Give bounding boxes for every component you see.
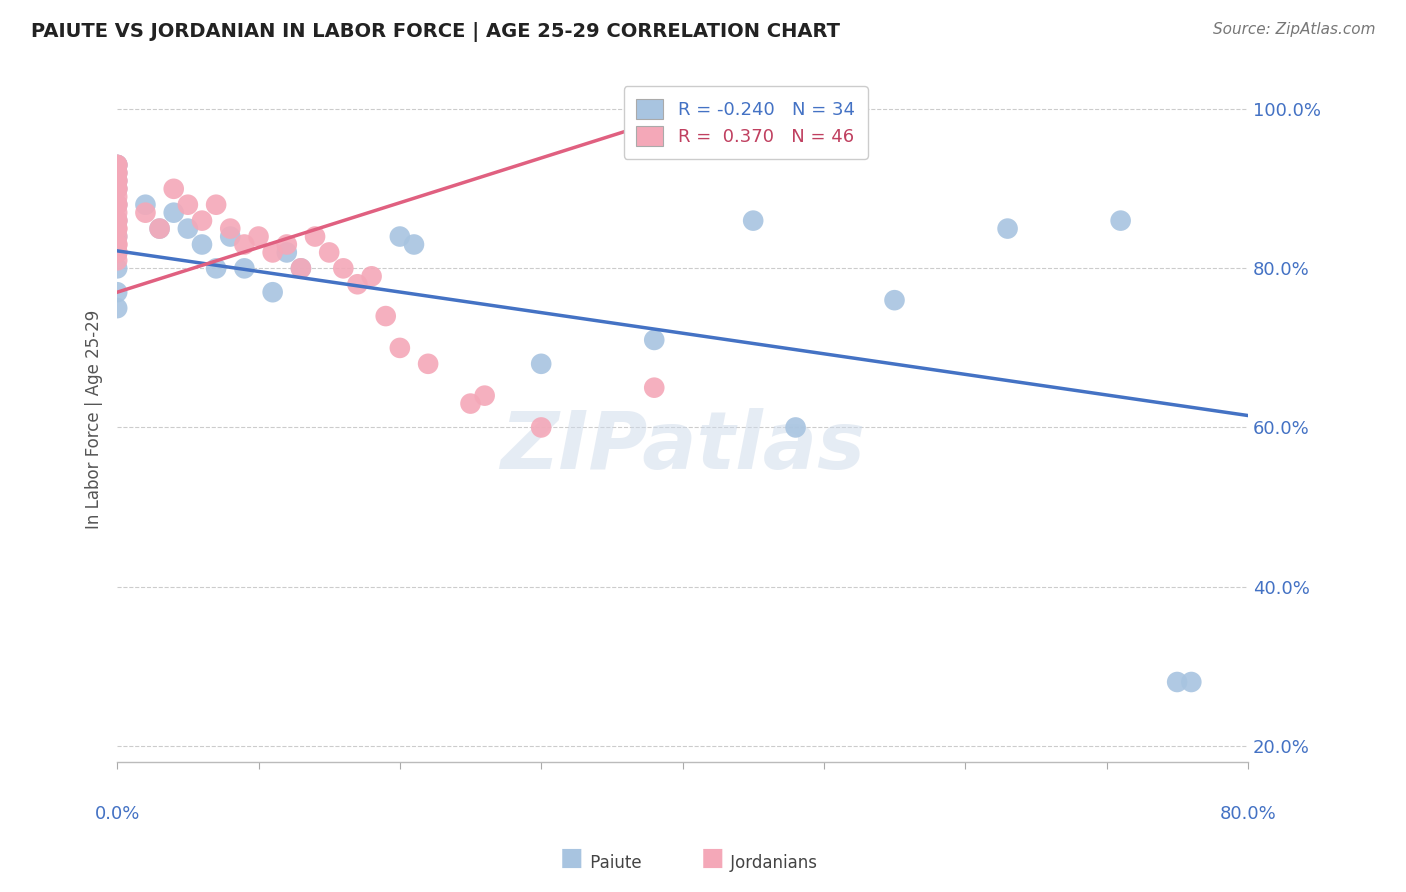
Point (105, 182, 128, 196)
Point (105, 174, 128, 188)
Point (1166, 675, 1188, 690)
Point (177, 221, 200, 235)
Point (134, 205, 156, 219)
Point (290, 261, 312, 276)
Point (105, 213, 128, 227)
Point (742, 213, 765, 227)
Point (346, 277, 368, 292)
Point (643, 333, 665, 347)
Text: Jordanians: Jordanians (725, 855, 817, 872)
Point (105, 166, 128, 180)
Point (105, 213, 128, 227)
Point (177, 198, 200, 212)
Point (105, 174, 128, 188)
Text: Paiute: Paiute (585, 855, 641, 872)
Point (105, 245, 128, 260)
Point (105, 237, 128, 252)
Point (643, 381, 665, 395)
Point (318, 245, 340, 260)
Point (105, 245, 128, 260)
Point (276, 245, 298, 260)
Point (105, 158, 128, 172)
Point (233, 261, 256, 276)
Point (290, 261, 312, 276)
Point (105, 229, 128, 244)
Point (105, 166, 128, 180)
Point (530, 420, 553, 434)
Point (105, 190, 128, 204)
Point (205, 198, 228, 212)
Point (163, 205, 186, 219)
Y-axis label: In Labor Force | Age 25-29: In Labor Force | Age 25-29 (86, 310, 103, 529)
Text: 0.0%: 0.0% (94, 805, 139, 823)
Point (105, 198, 128, 212)
Point (402, 237, 425, 252)
Point (105, 285, 128, 300)
Point (233, 237, 256, 252)
Point (360, 269, 382, 284)
Point (219, 229, 242, 244)
Point (134, 198, 156, 212)
Point (105, 198, 128, 212)
Point (883, 293, 905, 308)
Point (997, 221, 1019, 235)
Point (105, 182, 128, 196)
Point (304, 229, 326, 244)
Point (149, 221, 172, 235)
Point (163, 182, 186, 196)
Point (276, 237, 298, 252)
Point (474, 389, 496, 403)
Legend: R = -0.240   N = 34, R =  0.370   N = 46: R = -0.240 N = 34, R = 0.370 N = 46 (624, 87, 868, 159)
Text: ■: ■ (700, 846, 724, 870)
Point (105, 221, 128, 235)
Point (205, 261, 228, 276)
Text: PAIUTE VS JORDANIAN IN LABOR FORCE | AGE 25-29 CORRELATION CHART: PAIUTE VS JORDANIAN IN LABOR FORCE | AGE… (31, 22, 839, 42)
Text: Source: ZipAtlas.com: Source: ZipAtlas.com (1212, 22, 1375, 37)
Point (191, 237, 214, 252)
Point (1109, 213, 1132, 227)
Point (219, 221, 242, 235)
Point (416, 357, 439, 371)
Point (105, 182, 128, 196)
Point (530, 357, 553, 371)
Point (105, 245, 128, 260)
Point (105, 261, 128, 276)
Point (262, 285, 284, 300)
Point (1180, 675, 1202, 690)
Point (262, 245, 284, 260)
Point (105, 158, 128, 172)
Point (247, 229, 270, 244)
Point (105, 158, 128, 172)
Point (105, 198, 128, 212)
Point (388, 341, 411, 355)
Point (105, 301, 128, 315)
Point (105, 205, 128, 219)
Point (149, 221, 172, 235)
Point (460, 396, 482, 410)
Point (105, 237, 128, 252)
Point (105, 166, 128, 180)
Point (105, 253, 128, 268)
Point (105, 229, 128, 244)
Text: ZIPatlas: ZIPatlas (501, 408, 865, 486)
Point (374, 309, 396, 323)
Point (105, 221, 128, 235)
Point (332, 261, 354, 276)
Point (105, 213, 128, 227)
Point (105, 174, 128, 188)
Point (105, 158, 128, 172)
Text: 80.0%: 80.0% (1219, 805, 1277, 823)
Point (191, 213, 214, 227)
Point (388, 229, 411, 244)
Point (785, 420, 807, 434)
Text: ■: ■ (560, 846, 583, 870)
